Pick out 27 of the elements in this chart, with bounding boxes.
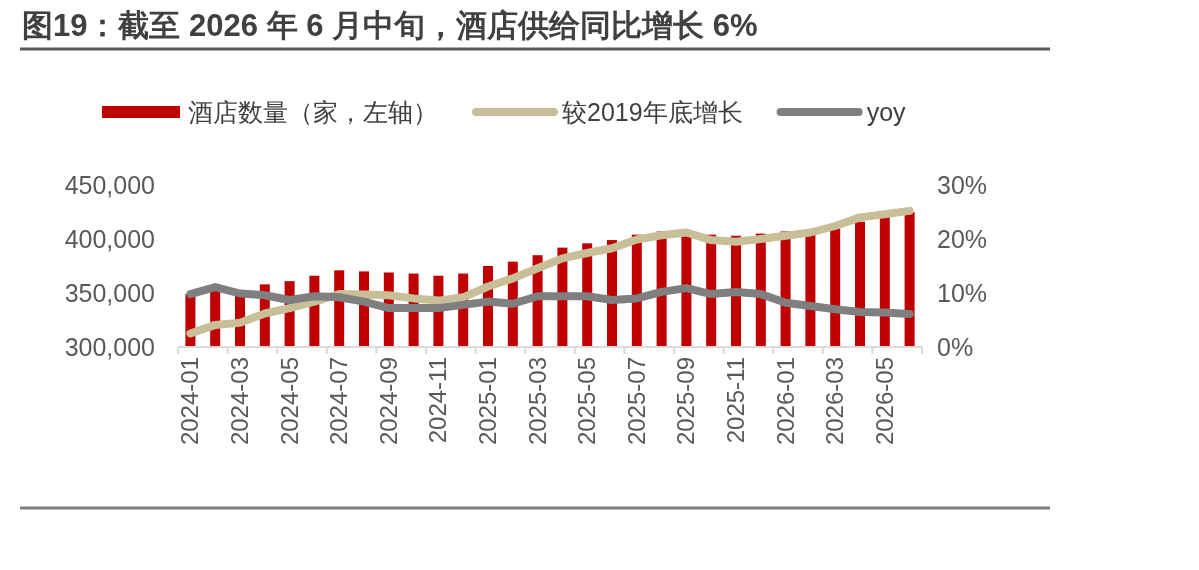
x-tick-label: 2025-09 — [672, 357, 700, 446]
x-tick-label: 2026-03 — [821, 357, 849, 446]
x-tick-label: 2025-05 — [573, 357, 601, 446]
x-tick-label: 2024-09 — [374, 357, 402, 446]
legend-label: 酒店数量（家，左轴） — [188, 98, 438, 126]
y-tick-label: 350,000 — [64, 279, 155, 307]
y2-tick-label: 30% — [937, 171, 988, 199]
x-tick-label: 2024-05 — [275, 357, 303, 446]
x-tick-label: 2025-01 — [474, 357, 501, 446]
y-tick-label: 300,000 — [64, 333, 155, 361]
y2-tick-label: 10% — [937, 279, 988, 307]
x-tick-label: 2026-05 — [870, 357, 898, 446]
legend-label: 较2019年底增长 — [562, 98, 743, 126]
x-tick-label: 2024-11 — [424, 357, 452, 444]
x-tick-label: 2025-07 — [622, 357, 650, 446]
title: 图19：截至 2026 年 6 月中旬，酒店供给同比增长 6% — [22, 8, 758, 43]
x-tick-label: 2025-11 — [722, 357, 749, 444]
x-tick-label: 2025-03 — [523, 357, 551, 446]
y2-tick-label: 0% — [937, 333, 974, 361]
x-tick-label: 2026-01 — [771, 357, 799, 446]
x-tick-label: 2024-03 — [226, 357, 253, 446]
legend-label: yoy — [866, 98, 907, 126]
y2-tick-label: 20% — [937, 225, 988, 253]
y-tick-label: 450,000 — [64, 171, 155, 199]
x-tick-label: 2024-07 — [325, 357, 353, 446]
y-tick-label: 400,000 — [64, 225, 155, 253]
x-tick-label: 2024-01 — [176, 357, 204, 446]
